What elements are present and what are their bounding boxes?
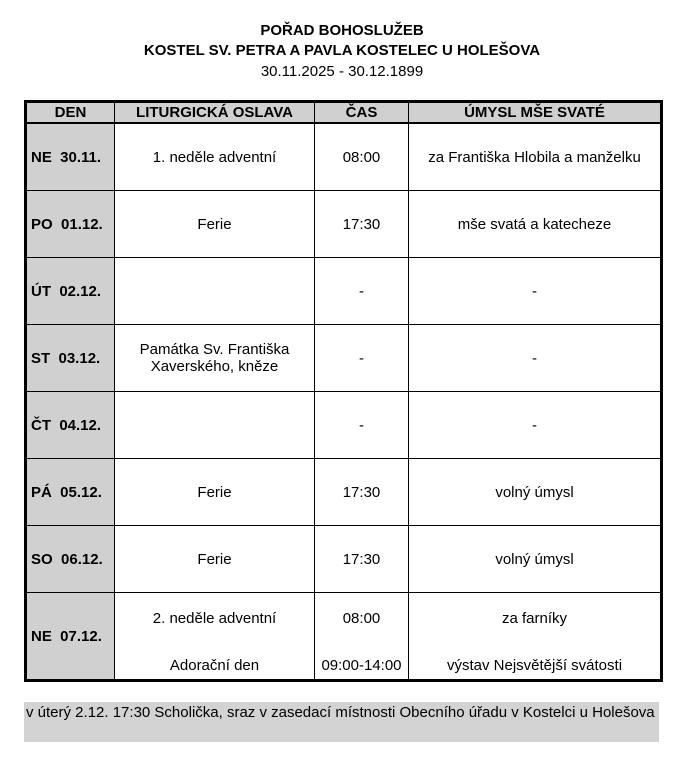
celebration-cell-line: Adorační den xyxy=(169,657,260,674)
table-row: SO 06.12. Ferie 17:30 volný úmysl xyxy=(25,525,662,593)
intention-cell: - xyxy=(408,391,662,459)
time-cell-line: 09:00-14:00 xyxy=(321,657,402,674)
time-cell: - xyxy=(314,324,409,392)
celebration-cell xyxy=(114,391,315,459)
table-row: NE 07.12. 2. neděle adventní Adorační den 0… xyxy=(25,592,662,681)
schedule-table: DEN LITURGICKÁ OSLAVA ČAS ÚMYSL MŠE SVAT… xyxy=(24,100,663,682)
celebration-cell xyxy=(114,257,315,325)
day-cell: ÚT 02.12. xyxy=(25,257,115,325)
intention-cell: mše svatá a katecheze xyxy=(408,190,662,258)
time-cell: - xyxy=(314,391,409,459)
day-cell: PO 01.12. xyxy=(25,190,115,258)
time-cell: 17:30 xyxy=(314,458,409,526)
day-cell: PÁ 05.12. xyxy=(25,458,115,526)
intention-cell: - xyxy=(408,324,662,392)
celebration-cell: 1. neděle adventní xyxy=(114,122,315,191)
celebration-cell: Ferie xyxy=(114,458,315,526)
intention-cell-line: za farníky xyxy=(501,610,568,627)
intention-cell: volný úmysl xyxy=(408,458,662,526)
day-cell: ST 03.12. xyxy=(25,324,115,392)
col-celebration: LITURGICKÁ OSLAVA xyxy=(114,101,315,124)
table-header: DEN LITURGICKÁ OSLAVA ČAS ÚMYSL MŠE SVAT… xyxy=(25,101,662,124)
time-cell: 17:30 xyxy=(314,190,409,258)
intention-cell: volný úmysl xyxy=(408,525,662,593)
time-cell-line: 08:00 xyxy=(342,610,381,627)
page-title: POŘAD BOHOSLUŽEB xyxy=(260,22,424,39)
table-row: NE 30.11. 1. neděle adventní 08:00 za Frant… xyxy=(25,122,662,191)
time-cell: 08:00 xyxy=(314,122,409,191)
table-row: ST 03.12. Památka Sv. Františka Xaverskéh… xyxy=(25,324,662,392)
col-time: ČAS xyxy=(314,101,409,124)
day-cell: SO 06.12. xyxy=(25,525,115,593)
announcement-note: v úterý 2.12. 17:30 Scholička, sraz v za… xyxy=(24,702,659,742)
col-intention: ÚMYSL MŠE SVATÉ xyxy=(408,101,662,124)
intention-cell: - xyxy=(408,257,662,325)
intention-cell: za Františka Hlobila a manželku xyxy=(408,122,662,191)
celebration-cell-line: 2. neděle adventní xyxy=(152,610,277,627)
intention-cell-line: výstav Nejsvětější svátosti xyxy=(446,657,623,674)
time-cell: - xyxy=(314,257,409,325)
celebration-cell: 2. neděle adventní Adorační den xyxy=(114,592,315,681)
time-cell: 17:30 xyxy=(314,525,409,593)
intention-cell: za farníky výstav Nejsvětější svátosti xyxy=(408,592,662,681)
table-row: ČT 04.12. - - xyxy=(25,391,662,459)
col-day: DEN xyxy=(25,101,115,124)
date-range: 30.11.2025 - 30.12.1899 xyxy=(260,63,424,80)
celebration-cell: Ferie xyxy=(114,525,315,593)
celebration-cell: Ferie xyxy=(114,190,315,258)
day-cell: NE 30.11. xyxy=(25,122,115,191)
celebration-cell: Památka Sv. Františka Xaverského, kněze xyxy=(114,324,315,392)
day-cell: NE 07.12. xyxy=(25,592,115,681)
table-row: PO 01.12. Ferie 17:30 mše svatá a katecheze xyxy=(25,190,662,258)
table-row: PÁ 05.12. Ferie 17:30 volný úmysl xyxy=(25,458,662,526)
day-cell: ČT 04.12. xyxy=(25,391,115,459)
time-cell: 08:00 09:00-14:00 xyxy=(314,592,409,681)
table-row: ÚT 02.12. - - xyxy=(25,257,662,325)
church-name: KOSTEL SV. PETRA A PAVLA KOSTELEC U HOLE… xyxy=(143,42,541,59)
